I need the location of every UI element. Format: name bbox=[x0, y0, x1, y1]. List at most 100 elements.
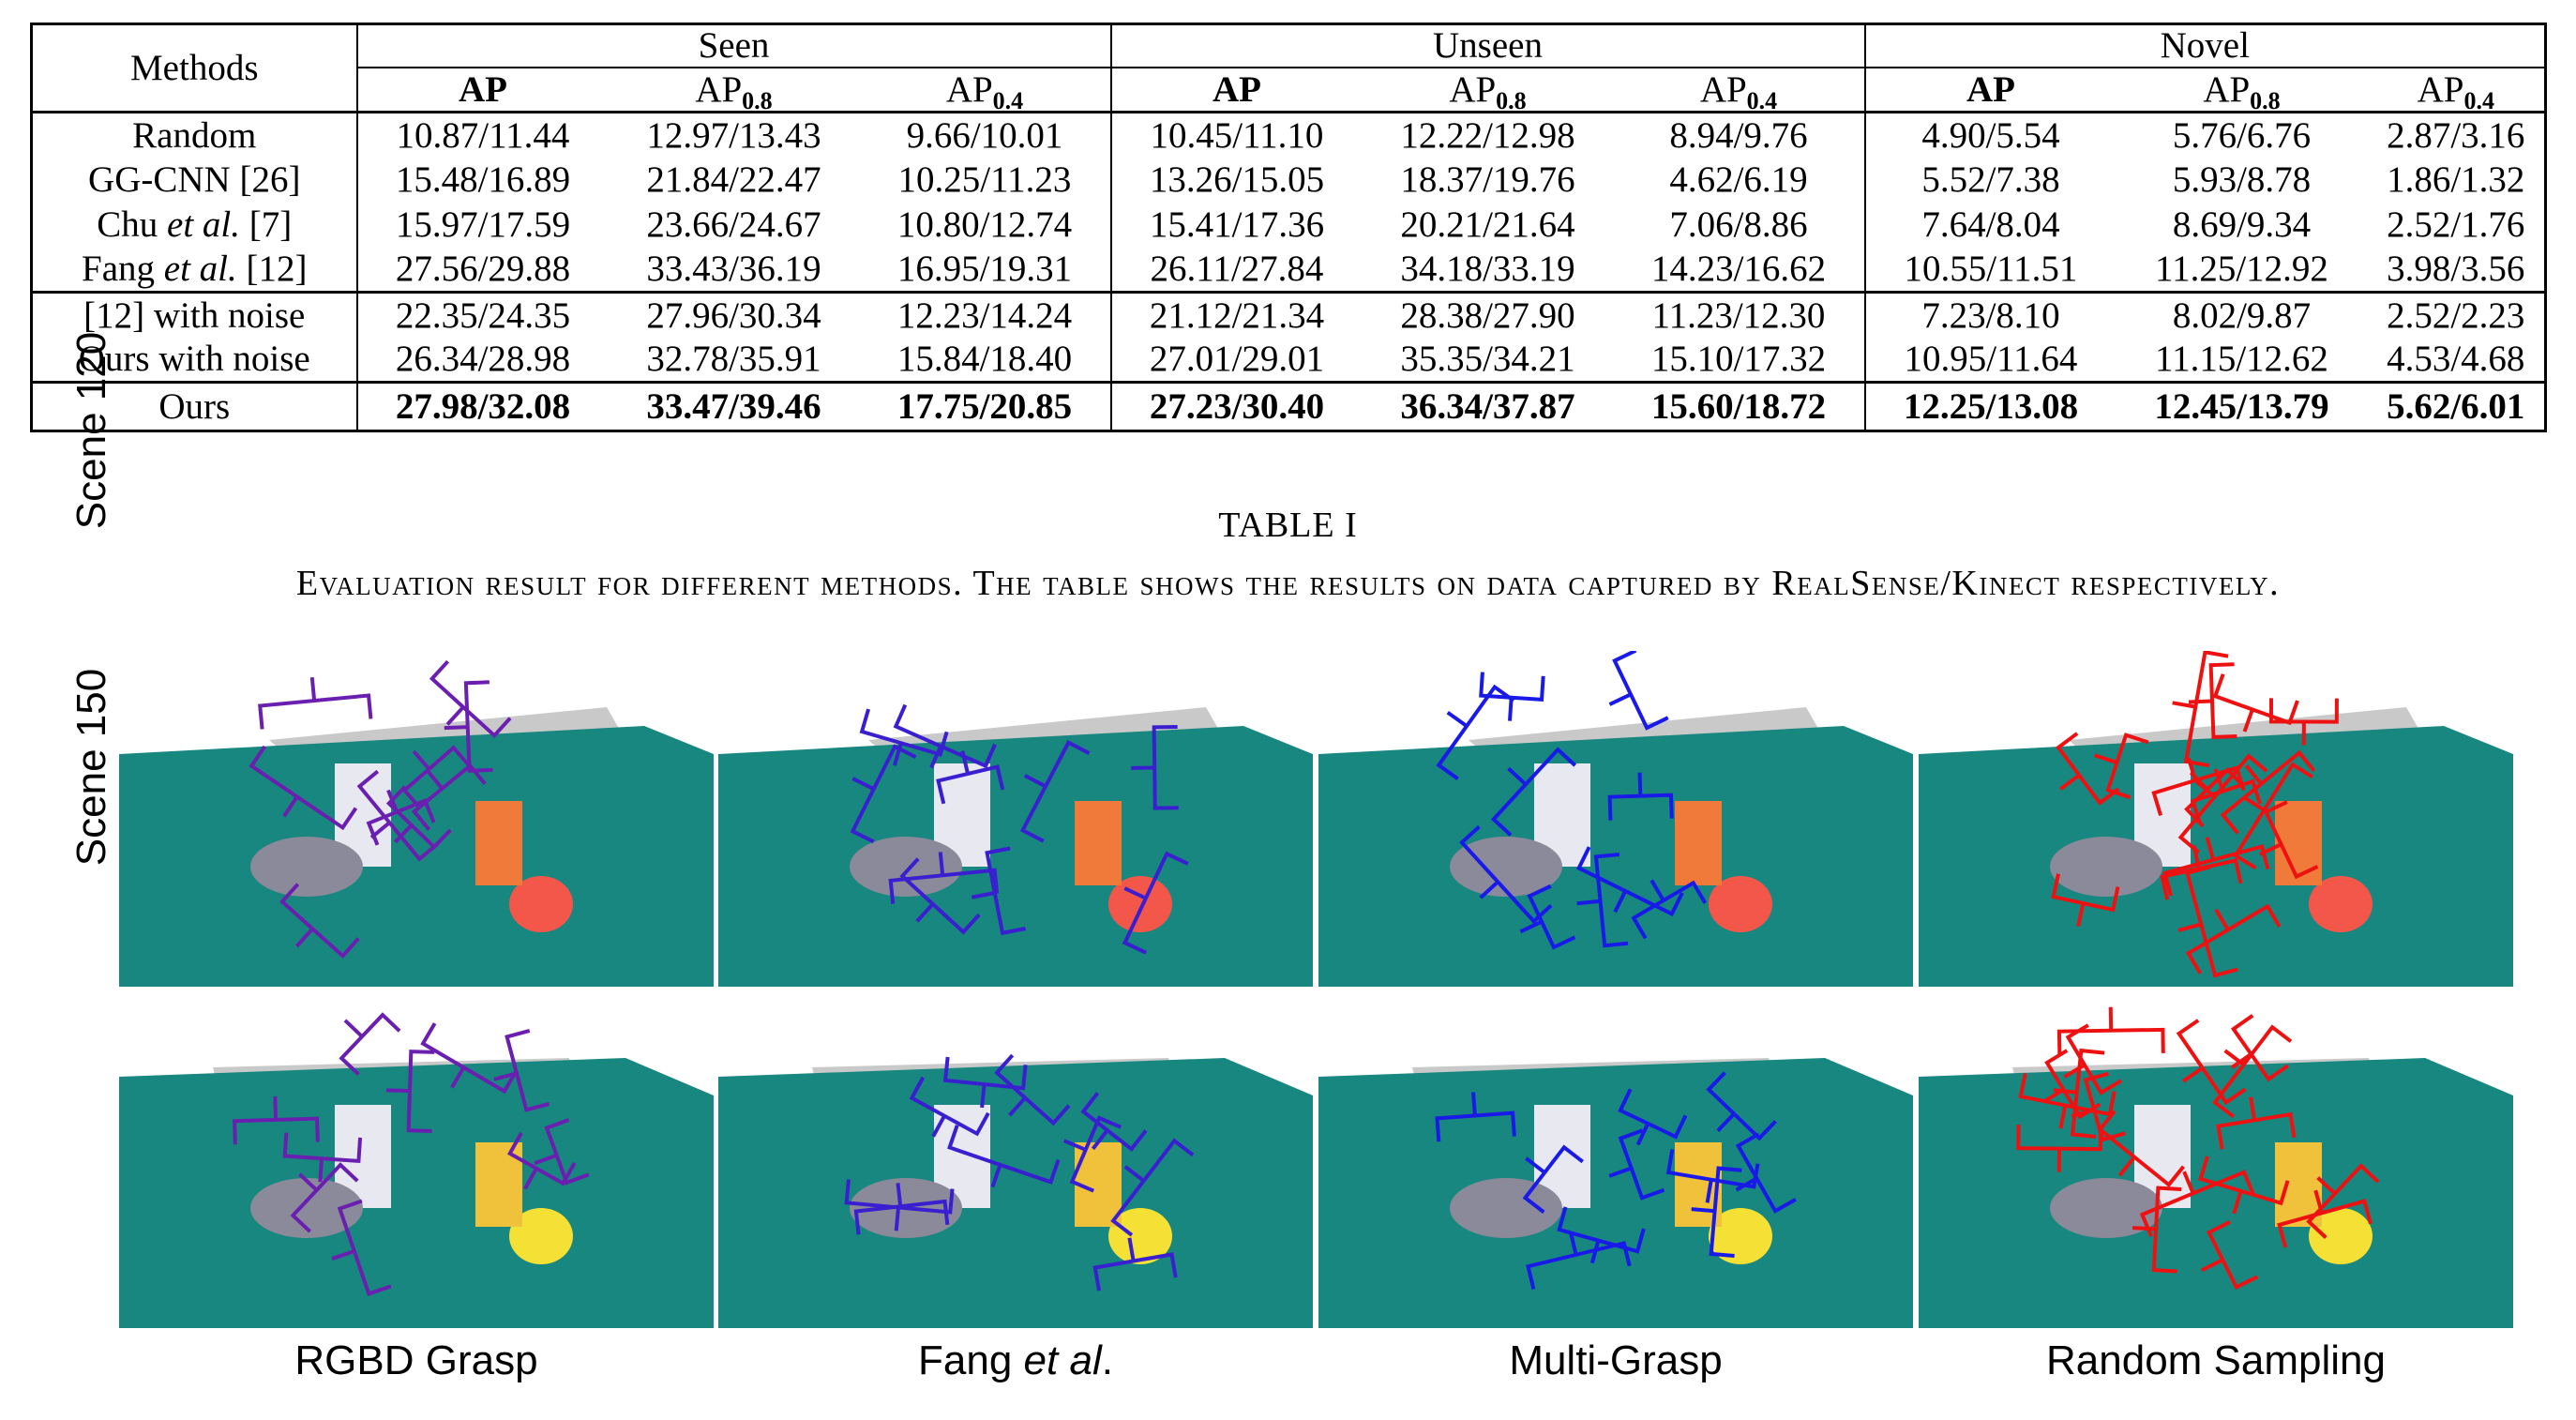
grasp-pose bbox=[2051, 873, 2120, 927]
table-cell: 15.97/17.59 bbox=[355, 202, 609, 248]
table-cell: 11.25/12.92 bbox=[2155, 249, 2328, 290]
grasp-pose bbox=[506, 1132, 577, 1190]
table-surface bbox=[1318, 1058, 1913, 1328]
grasp-pose bbox=[2139, 1170, 2255, 1237]
grasp-pose bbox=[1519, 884, 1576, 950]
table-cell: 26.11/27.84 bbox=[1109, 247, 1363, 293]
grasp-pose bbox=[1691, 1166, 1742, 1259]
grasp-pose bbox=[385, 1050, 435, 1133]
scene-object bbox=[2309, 1208, 2373, 1264]
table-cell: 20.21/21.64 bbox=[1400, 204, 1575, 245]
grasp-pose bbox=[1618, 1088, 1688, 1146]
table-cell: 7.64/8.04 bbox=[1863, 202, 2117, 248]
scene-object bbox=[1075, 801, 1122, 885]
scene-object bbox=[2050, 837, 2162, 897]
grasp-pose bbox=[909, 1076, 990, 1138]
metric-base: AP bbox=[1699, 68, 1747, 110]
grasp-panel-scene150-col0 bbox=[119, 992, 714, 1328]
table-cell: 34.18/33.19 bbox=[1400, 249, 1575, 290]
metric-header: AP0.4 bbox=[1613, 67, 1865, 113]
table-surface bbox=[1919, 726, 2513, 987]
scene-object bbox=[250, 837, 363, 897]
grasp-pose bbox=[1607, 772, 1674, 821]
scene-object bbox=[1709, 1208, 1772, 1264]
grasp-pose bbox=[290, 1162, 359, 1233]
table-cell: 8.02/9.87 bbox=[2116, 291, 2368, 338]
table-cell: 27.56/29.88 bbox=[355, 247, 609, 293]
grasp-pose bbox=[258, 676, 373, 730]
table-cell: 3.98/3.56 bbox=[2367, 247, 2548, 293]
metric-base: AP bbox=[2203, 68, 2251, 110]
table-cell: 18.37/19.76 bbox=[1400, 159, 1575, 200]
table-cell: 10.95/11.64 bbox=[1863, 337, 2117, 383]
table-cell: 22.35/24.35 bbox=[355, 291, 609, 338]
grasp-pose bbox=[1019, 739, 1091, 843]
table-cell: 15.41/17.36 bbox=[1109, 202, 1363, 248]
method-name: Chu et al. [7] bbox=[30, 202, 357, 248]
metric-header: AP bbox=[355, 67, 609, 113]
metric-base: AP bbox=[1213, 68, 1261, 110]
grasp-pose bbox=[1110, 1138, 1195, 1237]
method-name: Ours with noise bbox=[30, 337, 357, 383]
table-row: Random 10.87/11.44 12.97/13.43 9.66/10.01 10… bbox=[30, 112, 2548, 158]
label-random-sampling: Random Sampling bbox=[2046, 1337, 2386, 1383]
grasp-pose bbox=[1576, 852, 1629, 948]
table-cell: 5.62/6.01 bbox=[2367, 381, 2548, 432]
label-fang-dot: . bbox=[1101, 1337, 1113, 1383]
table-cell: 15.10/17.32 bbox=[1650, 339, 1827, 380]
grasp-pose bbox=[1665, 1149, 1760, 1203]
table-row: Chu et al. [7] 15.97/17.59 23.66/24.67 10.8… bbox=[30, 202, 2548, 248]
grasp-pose bbox=[850, 744, 917, 844]
grasp-pose bbox=[2185, 903, 2282, 974]
grasp-pose bbox=[2097, 1110, 2186, 1187]
metric-subscript: 0.8 bbox=[2250, 86, 2281, 114]
table-cell: 10.80/12.74 bbox=[896, 204, 1073, 245]
grasp-panel-scene120-col0 bbox=[119, 651, 714, 987]
grasp-panel-scene150-col3 bbox=[1919, 992, 2513, 1328]
grasp-pose bbox=[2201, 1220, 2259, 1291]
method-name: GG-CNN [26] bbox=[30, 157, 357, 203]
grasp-panel-scene150-col1 bbox=[718, 992, 1313, 1328]
grasp-pose bbox=[1706, 1071, 1777, 1141]
grasp-pose bbox=[1526, 1231, 1632, 1290]
grasp-pose bbox=[429, 659, 512, 739]
table-cell: 26.34/28.98 bbox=[355, 337, 609, 383]
grasp-pose bbox=[385, 785, 452, 850]
scene-object bbox=[2050, 1178, 2162, 1238]
scene-object bbox=[1709, 876, 1772, 932]
metric-header: AP0.8 bbox=[1362, 67, 1614, 114]
metric-subscript: 0.8 bbox=[1496, 86, 1527, 114]
table-cell: 15.84/18.40 bbox=[896, 339, 1073, 380]
table-cell: 33.43/36.19 bbox=[646, 249, 821, 290]
grasp-pose bbox=[1522, 1144, 1584, 1214]
table-surface bbox=[1919, 1058, 2513, 1328]
table-row: Ours 27.98/32.08 33.47/39.46 17.75/20.85 27.… bbox=[30, 381, 2548, 432]
method-name-part: [12] bbox=[236, 249, 308, 290]
table-cell: 15.60/18.72 bbox=[1613, 381, 1865, 432]
grasp-scene-image bbox=[119, 1012, 714, 1328]
scene-object bbox=[1450, 1178, 1562, 1238]
grasp-pose bbox=[534, 1118, 590, 1186]
grasp-scene-image bbox=[1318, 1058, 1913, 1328]
grasp-pose bbox=[971, 846, 1026, 936]
grasp-scene-image bbox=[718, 1053, 1313, 1328]
methods-header: Methods bbox=[30, 23, 357, 113]
metric-subscript: 0.4 bbox=[2463, 86, 2494, 114]
grasp-pose bbox=[1608, 1128, 1665, 1201]
table-cell: 2.52/2.23 bbox=[2367, 291, 2548, 338]
group-seen: Seen bbox=[355, 23, 1111, 68]
table-cell: 12.22/12.98 bbox=[1400, 114, 1575, 156]
metric-header: AP0.4 bbox=[2367, 67, 2548, 114]
grasp-pose bbox=[356, 769, 439, 862]
metric-base: AP bbox=[2417, 68, 2464, 110]
table-cell: 11.23/12.30 bbox=[1613, 291, 1865, 338]
grasp-panel-scene120-col2 bbox=[1318, 651, 1913, 987]
scene-object bbox=[509, 1208, 573, 1264]
scene-object bbox=[2275, 801, 2322, 885]
grasp-pose bbox=[2094, 733, 2149, 800]
grasp-pose bbox=[1131, 725, 1179, 810]
grasp-pose bbox=[2220, 749, 2316, 835]
metric-base: AP bbox=[695, 68, 743, 110]
grasp-panel-scene120-col3 bbox=[1919, 651, 2513, 987]
metric-header: AP bbox=[1109, 67, 1363, 113]
